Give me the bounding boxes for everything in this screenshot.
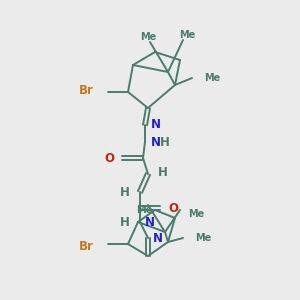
Text: Me: Me bbox=[136, 205, 152, 215]
Text: Me: Me bbox=[179, 30, 195, 40]
Text: Me: Me bbox=[188, 209, 204, 219]
Text: Br: Br bbox=[79, 83, 94, 97]
Text: Br: Br bbox=[79, 239, 94, 253]
Text: O: O bbox=[168, 202, 178, 214]
Text: Me: Me bbox=[195, 233, 211, 243]
Text: N: N bbox=[153, 232, 163, 244]
Text: Me: Me bbox=[140, 32, 156, 42]
Text: N: N bbox=[151, 118, 161, 131]
Text: H: H bbox=[120, 215, 130, 229]
Text: N: N bbox=[151, 136, 161, 148]
Text: H: H bbox=[160, 136, 170, 148]
Text: Me: Me bbox=[204, 73, 220, 83]
Text: O: O bbox=[104, 152, 114, 164]
Text: N: N bbox=[145, 215, 155, 229]
Text: H: H bbox=[120, 187, 130, 200]
Text: H: H bbox=[158, 167, 168, 179]
